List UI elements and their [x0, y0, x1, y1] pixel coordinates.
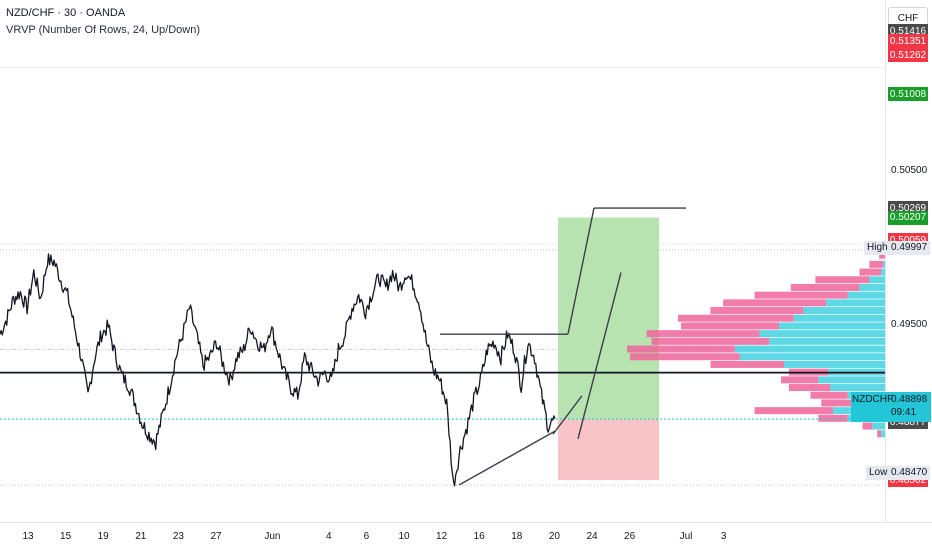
- volume-profile-down-bar: [788, 384, 831, 392]
- price-level-badge: 0.51262: [888, 48, 928, 63]
- volume-profile-up-bar: [859, 283, 887, 291]
- volume-profile-down-bar: [862, 422, 873, 430]
- volume-profile-down-bar: [651, 337, 770, 345]
- volume-profile-up-bar: [803, 307, 887, 315]
- time-axis-label: 10: [398, 531, 410, 542]
- volume-profile-down-bar: [810, 391, 848, 399]
- indicator-legend[interactable]: VRVP (Number Of Rows, 24, Up/Down): [6, 24, 200, 36]
- low-label: Low: [866, 466, 891, 480]
- volume-profile-down-bar: [754, 407, 834, 415]
- volume-profile-up-bar: [769, 337, 887, 345]
- volume-profile-down-bar: [710, 360, 784, 368]
- volume-profile-down-bar: [869, 260, 884, 268]
- volume-profile-down-bar: [680, 322, 780, 330]
- volume-profile-up-bar: [881, 268, 887, 276]
- volume-profile-down-bar: [678, 314, 794, 322]
- time-axis-label: 23: [172, 531, 184, 542]
- volume-profile-down-bar: [723, 299, 827, 307]
- time-axis-label: 27: [210, 531, 222, 542]
- time-axis-label: 20: [548, 531, 560, 542]
- volume-profile-down-bar: [710, 307, 804, 315]
- price-level-badge: 0.51351: [888, 34, 928, 49]
- volume-profile-down-bar: [877, 430, 882, 438]
- stop-zone: [558, 419, 659, 481]
- volume-profile-down-bar: [646, 330, 760, 338]
- price-level-badge: 0.51008: [888, 87, 928, 102]
- bar-countdown: 09:41: [891, 407, 917, 418]
- volume-profile-up-bar: [826, 299, 887, 307]
- current-price-label: 0.48898: [891, 394, 928, 405]
- time-axis[interactable]: 13 15 19 21 23 27 Jun 4 6 10 12 16 18 20 24 26 Jul 3: [0, 522, 932, 551]
- volume-profile-down-bar: [859, 268, 882, 276]
- price-tick-label: 0.49500: [891, 319, 928, 331]
- time-axis-label: 15: [60, 531, 72, 542]
- current-symbol-label: NZDCHF: [852, 394, 894, 405]
- volume-profile-up-bar: [872, 422, 887, 430]
- volume-profile-down-bar: [821, 399, 853, 407]
- time-axis-label: Jul: [679, 531, 693, 542]
- volume-profile-up-bar: [830, 384, 887, 392]
- volume-profile-up-bar: [779, 322, 887, 330]
- volume-profile-up-bar: [783, 360, 887, 368]
- volume-profile-up-bar: [869, 276, 887, 284]
- volume-profile-up-bar: [847, 291, 887, 299]
- volume-profile-up-bar: [734, 345, 887, 353]
- price-tick-label: 0.50500: [891, 165, 928, 177]
- projection-leg-3: [577, 272, 622, 440]
- symbol-title[interactable]: NZD/CHF · 30 · OANDA: [6, 7, 126, 19]
- price-level-badge: 0.50207: [888, 210, 928, 225]
- time-axis-label: 16: [473, 531, 485, 542]
- time-axis-label: 24: [586, 531, 598, 542]
- volume-profile-down-bar: [815, 276, 870, 284]
- ascending-trendline: [458, 430, 556, 486]
- volume-profile-down-bar: [879, 251, 887, 259]
- time-axis-label: 21: [135, 531, 147, 542]
- time-axis-label: 6: [363, 531, 370, 542]
- high-value: 0.49997: [888, 241, 931, 255]
- price-series: [0, 253, 556, 487]
- projection-leg-2: [552, 395, 583, 435]
- volume-profile-up-bar: [818, 376, 887, 384]
- time-axis-label: 3: [720, 531, 727, 542]
- time-axis-label: 26: [624, 531, 636, 542]
- time-axis-label: 4: [326, 531, 332, 542]
- volume-profile-down-bar: [754, 291, 848, 299]
- low-value: 0.48470: [888, 466, 931, 480]
- volume-profile-up-bar: [881, 430, 887, 438]
- time-axis-label: Jun: [264, 531, 281, 542]
- current-price-badge: [851, 392, 931, 422]
- volume-profile-down-bar: [629, 353, 740, 361]
- volume-profile-down-bar: [781, 376, 819, 384]
- projection-leg-1: [567, 207, 595, 335]
- volume-profile-up-bar: [739, 353, 887, 361]
- price-scale[interactable]: [885, 0, 932, 522]
- time-axis-label: 19: [97, 531, 109, 542]
- high-label: High: [864, 241, 891, 255]
- time-axis-label: 13: [22, 531, 34, 542]
- volume-profile-down-bar: [627, 345, 735, 353]
- volume-profile-down-bar: [790, 283, 860, 291]
- time-axis-label: 12: [436, 531, 448, 542]
- volume-profile-up-bar: [759, 330, 887, 338]
- volume-profile-up-bar: [793, 314, 887, 322]
- volume-profile-down-bar: [818, 414, 848, 422]
- time-axis-label: 18: [511, 531, 523, 542]
